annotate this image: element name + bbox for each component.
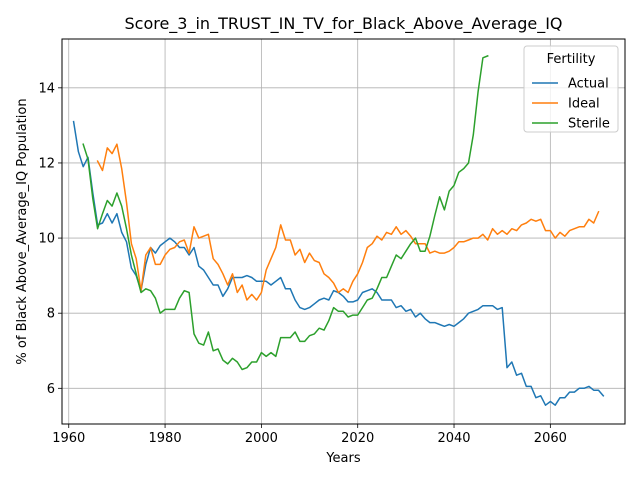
legend-title: Fertility [547, 52, 596, 67]
legend-label-ideal: Ideal [568, 97, 600, 112]
x-tick-label: 2040 [437, 431, 470, 446]
y-tick-label: 8 [47, 307, 55, 322]
x-tick-label: 2020 [341, 431, 374, 446]
series-line-ideal [96, 143, 600, 301]
plot-area-frame [61, 38, 626, 425]
y-tick-label: 6 [47, 382, 55, 397]
series-line-sterile [82, 54, 489, 371]
x-tick-label: 1980 [149, 431, 182, 446]
legend: Fertility Actual Ideal Sterile [523, 45, 619, 133]
y-axis-label: % of Black Above_Average_IQ Population [15, 98, 30, 364]
y-tick-label: 12 [38, 156, 55, 171]
x-tick-label: 2060 [534, 431, 567, 446]
chart-title: Score_3_in_TRUST_IN_TV_for_Black_Above_A… [124, 14, 562, 34]
x-axis-label: Years [325, 451, 361, 466]
legend-box [523, 45, 619, 133]
y-tick-label: 14 [38, 81, 55, 96]
x-tick-label: 2000 [245, 431, 278, 446]
axis-ticks: 1960 1980 2000 2020 2040 2060 6 8 10 12 14 [38, 81, 566, 446]
legend-label-sterile: Sterile [568, 117, 610, 132]
legend-label-actual: Actual [568, 77, 609, 92]
y-tick-label: 10 [38, 232, 55, 247]
x-tick-label: 1960 [52, 431, 85, 446]
legend-entries: Actual Ideal Sterile [532, 77, 610, 132]
series-lines [72, 54, 605, 406]
